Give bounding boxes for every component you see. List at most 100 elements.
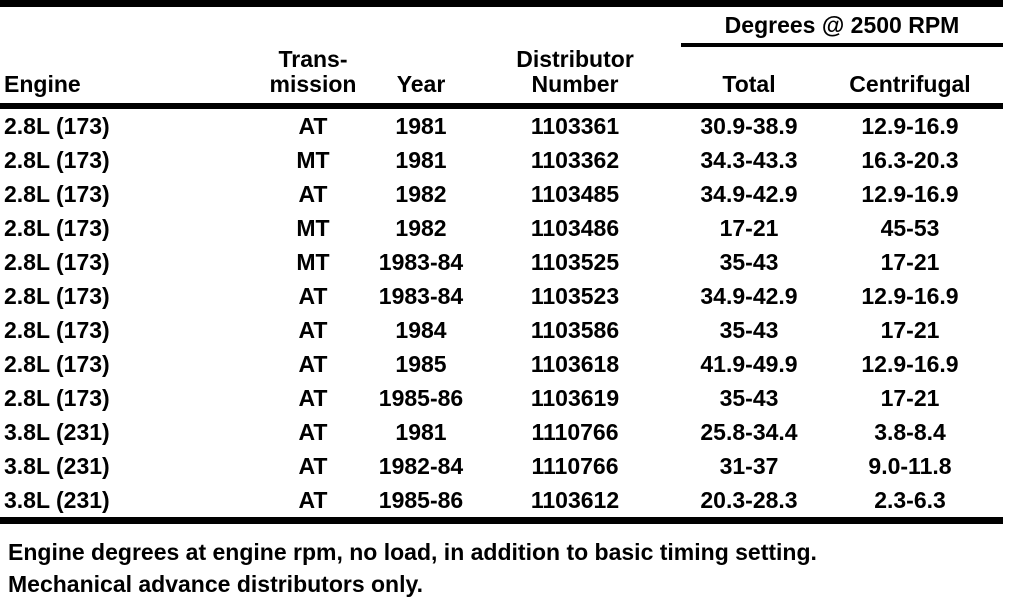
col-header-distributor-line1: Distributor bbox=[516, 46, 634, 72]
year-cell: 1983-84 bbox=[378, 282, 464, 309]
year-cell: 1985 bbox=[395, 350, 447, 377]
table-row: 2.8L (173) AT 1981 1103361 30.9-38.9 12.… bbox=[0, 106, 1003, 143]
transmission-cell: AT bbox=[298, 350, 328, 377]
engine-cell: 2.8L (173) bbox=[4, 146, 110, 173]
distributor-number-cell: 1103525 bbox=[530, 248, 620, 275]
table-body: 2.8L (173) AT 1981 1103361 30.9-38.9 12.… bbox=[0, 106, 1003, 521]
engine-cell: 2.8L (173) bbox=[4, 282, 110, 309]
transmission-cell: AT bbox=[298, 384, 328, 411]
centrifugal-degrees-cell: 12.9-16.9 bbox=[861, 282, 959, 309]
total-degrees-cell: 35-43 bbox=[719, 384, 779, 411]
col-header-year: Year bbox=[396, 71, 446, 97]
engine-cell: 2.8L (173) bbox=[4, 248, 110, 275]
engine-cell: 2.8L (173) bbox=[4, 214, 110, 241]
distributor-number-cell: 1110766 bbox=[531, 452, 619, 479]
table-row: 2.8L (173) AT 1983-84 1103523 34.9-42.9 … bbox=[0, 279, 1003, 313]
table-row: 3.8L (231) AT 1981 1110766 25.8-34.4 3.8… bbox=[0, 415, 1003, 449]
year-cell: 1984 bbox=[395, 316, 447, 343]
transmission-cell: AT bbox=[298, 316, 328, 343]
footnote-line-1: Engine degrees at engine rpm, no load, i… bbox=[8, 539, 817, 565]
footnote-line-2: Mechanical advance distributors only. bbox=[8, 571, 423, 597]
year-cell: 1982 bbox=[395, 180, 447, 207]
table-row: 2.8L (173) MT 1981 1103362 34.3-43.3 16.… bbox=[0, 143, 1003, 177]
distributor-number-cell: 1103485 bbox=[530, 180, 620, 207]
distributor-number-cell: 1103618 bbox=[530, 350, 620, 377]
centrifugal-degrees-cell: 17-21 bbox=[880, 316, 940, 343]
col-header-transmission-line1: Trans- bbox=[278, 46, 348, 72]
spanner-header-row: Degrees @ 2500 RPM bbox=[0, 3, 1003, 47]
total-degrees-cell: 17-21 bbox=[719, 214, 779, 241]
col-header-transmission: Trans- mission bbox=[253, 45, 373, 106]
table-row: 2.8L (173) AT 1985 1103618 41.9-49.9 12.… bbox=[0, 347, 1003, 381]
total-degrees-cell: 35-43 bbox=[719, 316, 779, 343]
centrifugal-degrees-cell: 17-21 bbox=[880, 384, 940, 411]
distributor-number-cell: 1103361 bbox=[530, 112, 620, 139]
distributor-number-cell: 1110766 bbox=[531, 418, 619, 445]
year-cell: 1982 bbox=[395, 214, 447, 241]
engine-cell: 3.8L (231) bbox=[4, 452, 110, 479]
distributor-number-cell: 1103486 bbox=[530, 214, 620, 241]
distributor-timing-spec-table: Degrees @ 2500 RPM Engine Trans- mission… bbox=[0, 0, 1003, 521]
col-header-centrifugal: Centrifugal bbox=[849, 71, 971, 97]
transmission-cell: AT bbox=[298, 418, 328, 445]
engine-cell: 2.8L (173) bbox=[4, 384, 110, 411]
distributor-number-cell: 1103612 bbox=[530, 486, 620, 513]
transmission-cell: MT bbox=[296, 248, 330, 275]
centrifugal-degrees-cell: 2.3-6.3 bbox=[874, 486, 946, 513]
year-cell: 1981 bbox=[395, 418, 447, 445]
footnote: Engine degrees at engine rpm, no load, i… bbox=[8, 536, 1008, 600]
table-header: Degrees @ 2500 RPM Engine Trans- mission… bbox=[0, 3, 1003, 106]
engine-cell: 2.8L (173) bbox=[4, 350, 110, 377]
total-degrees-cell: 25.8-34.4 bbox=[700, 418, 798, 445]
year-cell: 1981 bbox=[395, 112, 447, 139]
year-cell: 1981 bbox=[395, 146, 447, 173]
centrifugal-degrees-cell: 12.9-16.9 bbox=[861, 350, 959, 377]
col-group-header-degrees: Degrees @ 2500 RPM bbox=[681, 3, 1003, 47]
distributor-number-cell: 1103619 bbox=[530, 384, 620, 411]
total-degrees-cell: 34.3-43.3 bbox=[700, 146, 798, 173]
col-header-distributor-line2: Number bbox=[531, 71, 619, 97]
spanner-header-spacer bbox=[0, 4, 681, 46]
table-row: 3.8L (231) AT 1982-84 1110766 31-37 9.0-… bbox=[0, 449, 1003, 483]
distributor-number-cell: 1103362 bbox=[530, 146, 620, 173]
transmission-cell: AT bbox=[298, 452, 328, 479]
transmission-cell: AT bbox=[298, 282, 328, 309]
centrifugal-degrees-cell: 45-53 bbox=[880, 214, 940, 241]
year-cell: 1982-84 bbox=[378, 452, 464, 479]
transmission-cell: MT bbox=[296, 214, 330, 241]
engine-cell: 3.8L (231) bbox=[4, 486, 110, 513]
centrifugal-degrees-cell: 9.0-11.8 bbox=[868, 452, 952, 479]
year-cell: 1983-84 bbox=[378, 248, 464, 275]
year-cell: 1985-86 bbox=[378, 486, 464, 513]
total-degrees-cell: 30.9-38.9 bbox=[700, 112, 798, 139]
engine-cell: 2.8L (173) bbox=[4, 180, 110, 207]
centrifugal-degrees-cell: 16.3-20.3 bbox=[861, 146, 959, 173]
total-degrees-cell: 35-43 bbox=[719, 248, 779, 275]
centrifugal-degrees-cell: 12.9-16.9 bbox=[861, 180, 959, 207]
distributor-number-cell: 1103586 bbox=[530, 316, 620, 343]
centrifugal-degrees-cell: 12.9-16.9 bbox=[861, 112, 959, 139]
total-degrees-cell: 34.9-42.9 bbox=[700, 180, 798, 207]
centrifugal-degrees-cell: 17-21 bbox=[880, 248, 940, 275]
table-row: 2.8L (173) AT 1984 1103586 35-43 17-21 bbox=[0, 313, 1003, 347]
col-header-distributor-number: Distributor Number bbox=[469, 45, 681, 106]
transmission-cell: MT bbox=[296, 146, 330, 173]
total-degrees-cell: 20.3-28.3 bbox=[700, 486, 798, 513]
table-row: 2.8L (173) AT 1982 1103485 34.9-42.9 12.… bbox=[0, 177, 1003, 211]
col-header-transmission-line2: mission bbox=[269, 71, 357, 97]
engine-cell: 2.8L (173) bbox=[4, 316, 110, 343]
transmission-cell: AT bbox=[298, 180, 328, 207]
engine-cell: 3.8L (231) bbox=[4, 418, 110, 445]
column-header-row: Engine Trans- mission Year Distributor N… bbox=[0, 45, 1003, 106]
table-row: 2.8L (173) AT 1985-86 1103619 35-43 17-2… bbox=[0, 381, 1003, 415]
transmission-cell: AT bbox=[298, 112, 328, 139]
table-row: 2.8L (173) MT 1983-84 1103525 35-43 17-2… bbox=[0, 245, 1003, 279]
total-degrees-cell: 31-37 bbox=[719, 452, 779, 479]
centrifugal-degrees-cell: 3.8-8.4 bbox=[874, 418, 946, 445]
table-row: 3.8L (231) AT 1985-86 1103612 20.3-28.3 … bbox=[0, 483, 1003, 521]
col-header-engine: Engine bbox=[4, 71, 81, 97]
distributor-number-cell: 1103523 bbox=[530, 282, 620, 309]
year-cell: 1985-86 bbox=[378, 384, 464, 411]
col-header-total: Total bbox=[722, 71, 776, 97]
